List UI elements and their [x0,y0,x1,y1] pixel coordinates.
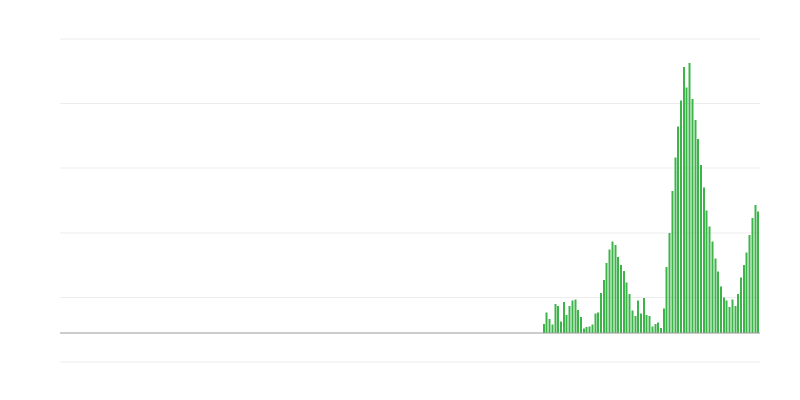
bar [594,313,597,333]
bar [680,100,682,334]
bar [742,265,745,333]
gridlines [60,38,760,363]
bar [560,321,562,333]
bar [651,326,654,333]
bar [688,63,691,333]
bar [605,263,608,333]
bar [731,299,734,333]
bar [694,119,697,333]
bar [660,327,662,333]
bar [542,323,545,333]
bar [662,308,665,333]
bar [608,249,611,333]
bar [614,245,617,333]
bar [625,282,628,333]
bar [702,187,705,333]
bar [682,66,685,333]
bar [714,258,717,333]
bar [668,232,671,333]
bar [551,324,554,333]
bar [711,241,714,333]
bar [691,99,694,333]
bar [565,314,568,333]
bar [697,139,700,333]
bar [602,280,605,333]
bar [637,300,640,333]
bar [722,297,725,333]
bar [568,305,571,333]
bar [757,211,760,333]
bar [754,205,757,333]
bar [654,323,657,333]
bar [580,316,582,333]
bar [617,256,620,333]
bar [645,314,648,333]
bar [642,298,645,333]
bar [554,303,557,333]
bar-series [542,63,760,334]
bar [674,157,677,333]
bar [734,305,737,333]
bar [705,210,708,333]
bar [657,322,660,333]
bar [622,270,625,333]
bar [671,190,674,333]
bar [620,265,622,333]
bar [677,126,680,333]
bar [737,294,740,333]
bar [628,294,631,333]
bar [631,310,634,333]
bar [685,87,688,333]
bar [634,316,637,333]
bar [745,252,748,333]
bar [700,165,702,333]
bar [611,241,614,333]
bar [597,312,600,333]
bar [748,234,751,333]
bar [562,302,565,333]
bar [557,305,560,333]
bar [588,326,591,333]
bar [751,218,754,333]
bar [591,324,594,333]
bar [577,309,580,333]
bar [725,300,728,333]
bar [582,328,585,333]
bar [571,300,574,333]
bar [585,327,588,333]
bar [545,312,548,333]
bar [548,318,551,333]
bar [708,226,711,333]
bar [665,267,668,333]
bar [717,271,720,333]
bar [740,277,742,333]
bar [600,292,602,333]
bar [648,316,651,333]
bar [640,313,642,333]
bar [574,299,577,333]
bar [720,286,722,333]
bar [728,307,731,333]
